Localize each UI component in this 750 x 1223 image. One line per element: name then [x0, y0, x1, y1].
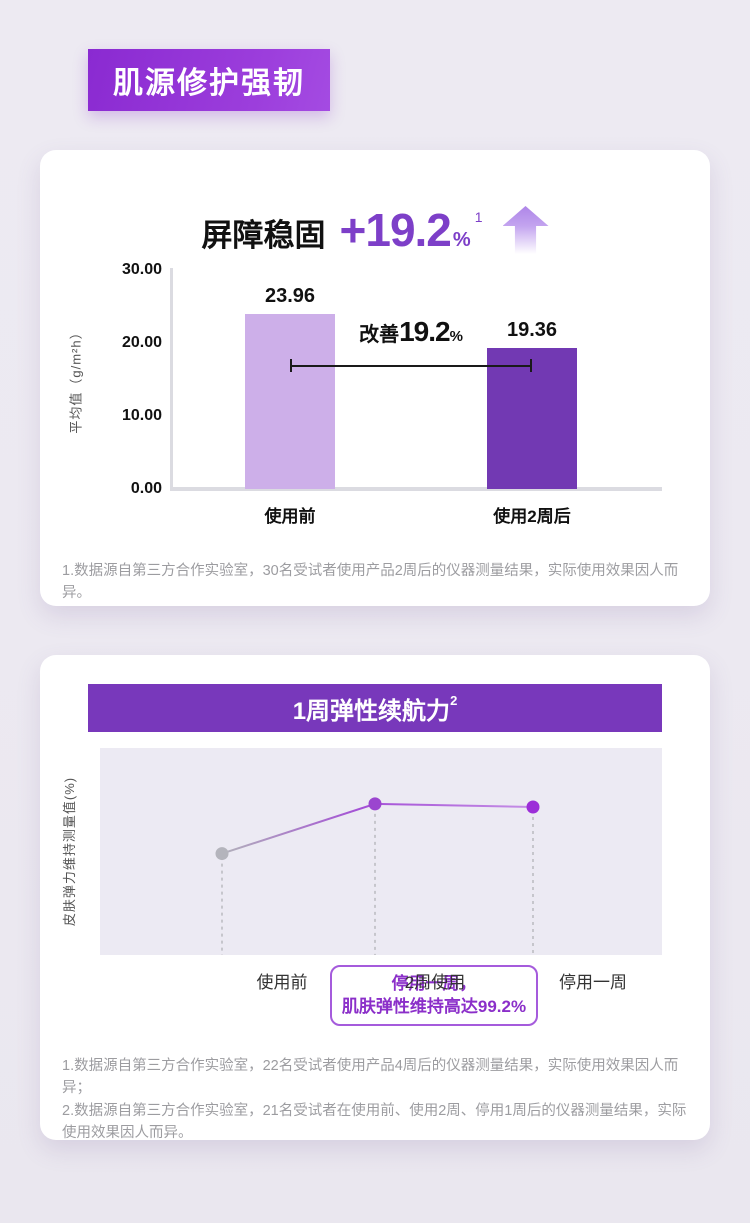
chart2-plot-area: 停用一周， 肌肤弹性维持高达99.2%	[100, 748, 662, 1026]
improvement-measure-line	[290, 359, 532, 372]
section-title-badge: 肌源修护强韧	[88, 49, 330, 111]
improvement-value: 19.2	[399, 316, 450, 347]
elasticity-chart-card: 1周弹性续航力 2 皮肤弹力维持测量值(%) 停用一周， 肌肤弹性维持高达99.2…	[40, 655, 710, 1141]
chart2-x-label-stop1week: 停用一周	[559, 973, 627, 992]
y-tick-20: 20.00	[121, 334, 162, 351]
up-arrow-icon	[502, 206, 549, 256]
improvement-unit: %	[449, 328, 463, 345]
section-title-text: 肌源修护强韧	[113, 67, 305, 100]
chart1-plot-area: 23.96 19.36 改善 19.2 %	[172, 270, 662, 489]
chart2-footnote-ref: 2	[450, 692, 458, 708]
chart1-x-label-after: 使用2周后	[493, 507, 571, 526]
y-tick-0: 0.00	[130, 480, 162, 497]
chart1-footnote-ref: 1	[474, 209, 483, 225]
chart1-delta-unit: %	[452, 229, 471, 251]
bar-before-use	[245, 314, 335, 489]
chart1-y-axis-line	[170, 268, 173, 491]
chart2-footnote-2: 2.数据源自第三方合作实验室，21名受试者在使用前、使用2周、停用1周后的仪器测…	[62, 1102, 687, 1142]
line-chart-svg	[215, 797, 540, 955]
chart2-footnote-1: 1.数据源自第三方合作实验室，22名受试者使用产品4周后的仪器测量结果，实际使用…	[62, 1058, 679, 1097]
bar-value-before: 23.96	[264, 285, 316, 307]
chart2-header-bar: 1周弹性续航力 2	[88, 684, 662, 732]
chart2-x-label-before: 使用前	[256, 973, 308, 992]
retention-callout: 停用一周， 肌肤弹性维持高达99.2%	[330, 965, 538, 1026]
y-tick-30: 30.00	[121, 261, 162, 278]
chart1-title-text: 屏障稳固	[201, 218, 326, 253]
improvement-label: 改善	[359, 324, 400, 346]
callout-line2: 肌肤弹性维持高达99.2%	[341, 996, 527, 1016]
chart1-delta-value: +19.2	[339, 204, 452, 256]
barrier-chart-card: 屏障稳固 +19.2 % 1 30.00 20.00 10.00 0.00 平均…	[40, 150, 710, 606]
bar-value-after: 19.36	[506, 319, 558, 341]
chart2-y-axis-label: 皮肤弹力维持测量值(%)	[62, 776, 78, 927]
chart2-footnotes: 1.数据源自第三方合作实验室，22名受试者使用产品4周后的仪器测量结果，实际使用…	[62, 1055, 690, 1145]
chart2-x-label-2weeks: 2周使用	[404, 973, 466, 992]
callout-line1: 停用一周，	[391, 973, 477, 993]
chart1-y-axis-label: 平均值（g/m²h）	[68, 325, 84, 434]
chart1-x-label-before: 使用前	[264, 507, 316, 526]
chart1-title: 屏障稳固 +19.2 % 1	[40, 196, 710, 257]
chart1-footnote: 1.数据源自第三方合作实验室，30名受试者使用产品2周后的仪器测量结果，实际使用…	[62, 563, 679, 602]
chart2-title-text: 1周弹性续航力	[292, 697, 451, 725]
y-tick-10: 10.00	[121, 407, 162, 424]
improvement-annotation: 改善 19.2 %	[359, 316, 463, 348]
chart1-x-axis-line	[170, 487, 662, 491]
